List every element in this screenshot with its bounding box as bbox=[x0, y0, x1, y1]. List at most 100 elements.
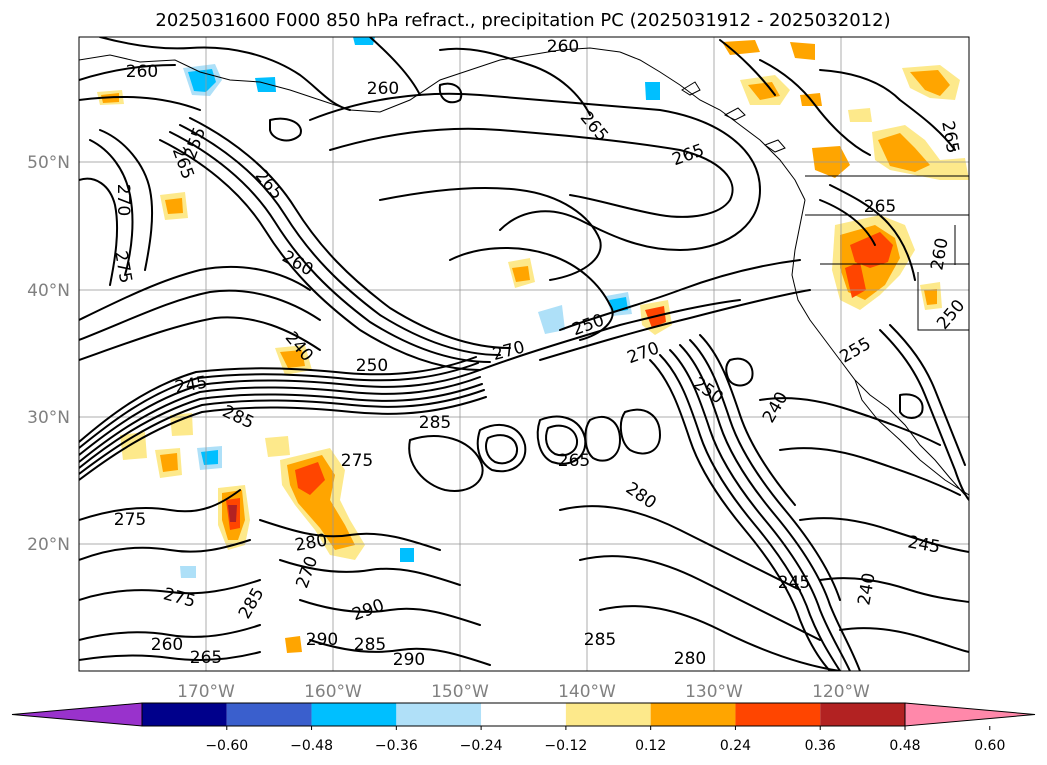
contour-line bbox=[476, 424, 527, 473]
contour-line bbox=[369, 37, 421, 96]
lat-label: 40°N bbox=[27, 281, 70, 301]
contour-label: 260 bbox=[367, 79, 399, 99]
contour-line bbox=[799, 517, 969, 553]
contour-line bbox=[79, 356, 477, 443]
contour-line bbox=[439, 47, 591, 116]
refractivity-contours bbox=[79, 37, 969, 671]
colorbar-segment bbox=[650, 703, 736, 726]
contour-line bbox=[759, 59, 871, 156]
contour-line bbox=[536, 415, 587, 465]
colorbar-segment bbox=[565, 703, 651, 726]
contour-line bbox=[329, 127, 734, 218]
colorbar-segment bbox=[226, 703, 312, 726]
map-title: 2025031600 F000 850 hPa refract., precip… bbox=[155, 10, 890, 31]
shade-pos-sub-9 bbox=[160, 453, 178, 472]
colorbar-tick-label: −0.12 bbox=[544, 738, 587, 754]
contour-line bbox=[779, 447, 961, 496]
contour-line bbox=[719, 39, 776, 96]
contour-line bbox=[559, 259, 801, 331]
contour-line bbox=[279, 559, 461, 586]
contour-line bbox=[879, 329, 969, 501]
shade-neg-8 bbox=[201, 450, 218, 465]
shade-pos-sub-15 bbox=[285, 636, 302, 653]
contour-label: 280 bbox=[674, 649, 706, 669]
coastline-islands-3 bbox=[763, 139, 786, 153]
contour-line bbox=[659, 354, 841, 671]
contour-line bbox=[99, 129, 154, 271]
contour-line bbox=[79, 383, 483, 469]
contour-line bbox=[725, 357, 754, 387]
contour-line bbox=[309, 639, 491, 666]
contour-line bbox=[89, 139, 134, 276]
contour-label: 260 bbox=[126, 62, 158, 82]
contour-line bbox=[899, 393, 924, 419]
coastline-islands-1 bbox=[681, 81, 701, 96]
map-area: 260 260 260 265 265 265 265 265 270 270 … bbox=[79, 37, 969, 671]
contour-label: 260 bbox=[151, 635, 183, 655]
colorbar-segment bbox=[311, 703, 397, 726]
contour-line bbox=[669, 349, 851, 671]
colorbar-tick-label: 0.36 bbox=[805, 738, 836, 754]
contour-label: 275 bbox=[341, 451, 373, 471]
contour-line bbox=[79, 651, 261, 661]
shade-neg-11 bbox=[180, 566, 196, 578]
contour-line bbox=[79, 376, 481, 463]
contour-line bbox=[379, 187, 602, 281]
colorbar-tick-label: −0.48 bbox=[290, 738, 333, 754]
shade-pos-nw-11 bbox=[848, 108, 872, 122]
contour-line bbox=[79, 289, 321, 341]
shade-pos-ca-6 bbox=[924, 289, 937, 305]
contour-label: 250 bbox=[356, 356, 388, 376]
coastline-islands-2 bbox=[723, 107, 746, 121]
contour-line bbox=[839, 627, 969, 653]
contour-line bbox=[579, 555, 821, 641]
lat-label: 20°N bbox=[27, 535, 70, 555]
colorbar-tick-label: −0.24 bbox=[460, 738, 503, 754]
contour-line bbox=[408, 435, 484, 492]
contour-line bbox=[79, 299, 741, 456]
colorbar-segment bbox=[142, 703, 227, 726]
contour-line bbox=[819, 577, 969, 603]
contour-line bbox=[449, 247, 614, 341]
lat-label: 30°N bbox=[27, 408, 70, 428]
contour-label: 285 bbox=[354, 635, 386, 655]
contour-label: 285 bbox=[584, 630, 616, 650]
colorbar-tick-label: 0.12 bbox=[635, 738, 666, 754]
contour-line bbox=[545, 424, 579, 457]
coastline-baja bbox=[854, 379, 969, 496]
contour-line bbox=[79, 362, 479, 449]
shade-pos-ca-3 bbox=[850, 232, 893, 268]
contour-line bbox=[759, 397, 941, 446]
colorbar-under-triangle bbox=[11, 702, 143, 727]
shade-pos-sub-12 bbox=[170, 413, 193, 436]
contour-label: 285 bbox=[419, 413, 451, 433]
lon-label: 150°W bbox=[431, 682, 489, 702]
contour-label: 270 bbox=[113, 184, 133, 216]
contour-line bbox=[79, 265, 311, 321]
contour-line bbox=[159, 139, 481, 371]
contour-line bbox=[269, 117, 302, 142]
colorbar-over-triangle bbox=[904, 702, 1036, 727]
contour-line bbox=[79, 624, 261, 641]
colorbar-tick-label: −0.36 bbox=[375, 738, 418, 754]
contour-label: 290 bbox=[393, 650, 425, 670]
contour-line bbox=[79, 64, 176, 81]
lon-label: 140°W bbox=[558, 682, 616, 702]
shade-pos-off-4 bbox=[512, 266, 530, 282]
latitude-labels: 50°N 40°N 30°N 20°N bbox=[27, 153, 70, 555]
contour-label: 265 bbox=[558, 451, 590, 471]
contour-line bbox=[169, 131, 491, 363]
colorbar-segment bbox=[481, 703, 566, 726]
shade-pos-nw-7 bbox=[910, 70, 950, 96]
colorbar-tick-label: 0.48 bbox=[889, 738, 920, 754]
contour-label: 260 bbox=[547, 37, 579, 57]
shade-neg-12 bbox=[400, 548, 414, 562]
contour-line bbox=[79, 96, 201, 111]
shade-pos-nw-8 bbox=[722, 40, 760, 55]
colorbar: −0.60 −0.48 −0.36 −0.24 −0.12 0.12 0.24 0.36 0.4… bbox=[11, 702, 1036, 754]
contour-line bbox=[79, 177, 119, 286]
contour-line bbox=[689, 339, 841, 601]
contour-line bbox=[539, 289, 811, 361]
contour-line bbox=[699, 334, 796, 506]
lon-label: 130°W bbox=[685, 682, 743, 702]
